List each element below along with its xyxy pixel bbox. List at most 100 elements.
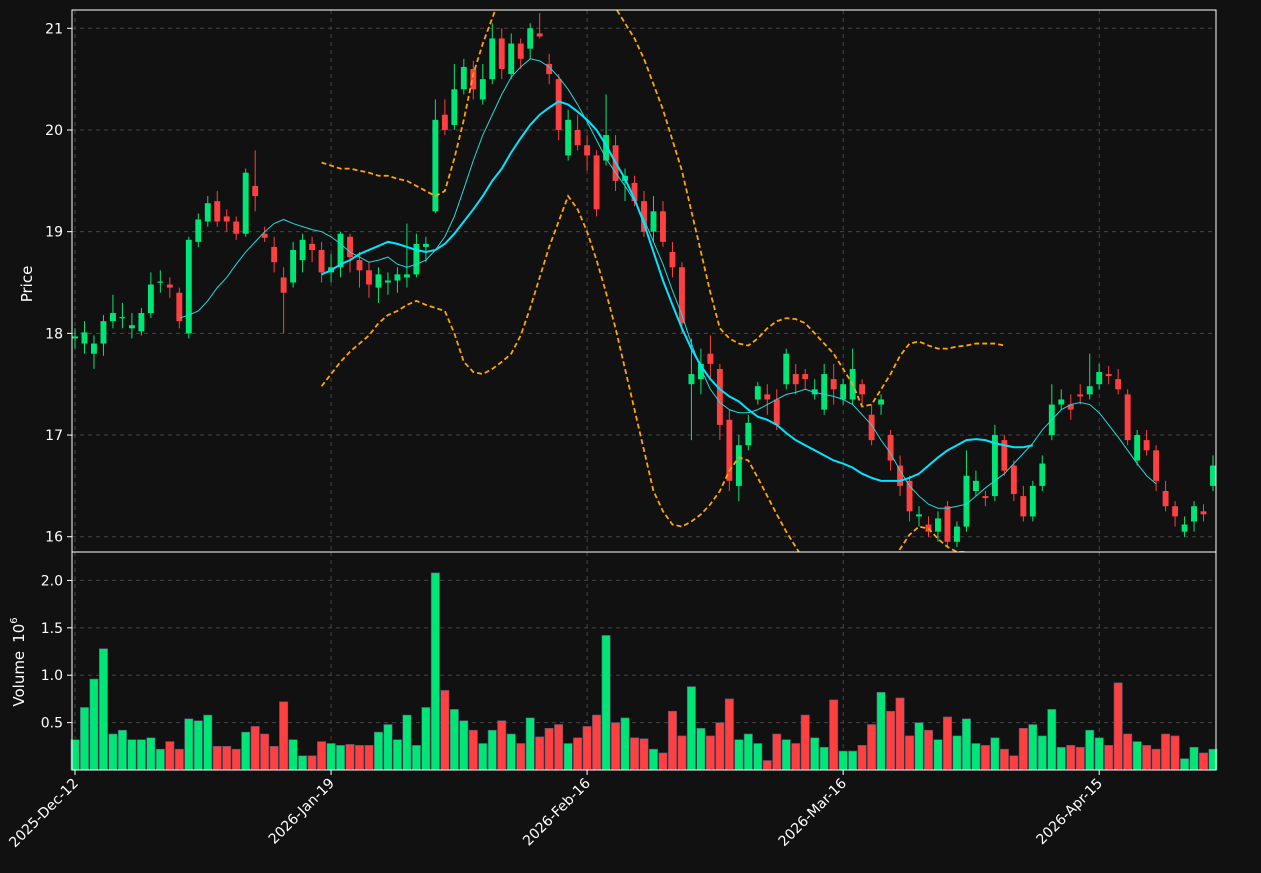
- candle-body: [1124, 394, 1131, 441]
- candle-body: [1153, 450, 1160, 481]
- volume-bar: [1189, 746, 1199, 771]
- candle: [802, 368, 809, 390]
- candle-body: [1181, 524, 1188, 532]
- candle-body: [242, 172, 249, 234]
- volume-bar: [601, 635, 611, 771]
- candle-body: [394, 274, 401, 281]
- candle: [271, 236, 278, 273]
- candle: [1029, 480, 1036, 522]
- candle-body: [214, 201, 221, 222]
- volume-bar: [174, 748, 184, 771]
- candle: [1200, 504, 1207, 522]
- volume-bar: [155, 748, 165, 771]
- volume-bar: [250, 726, 260, 771]
- volume-bar: [506, 733, 516, 771]
- candle: [1039, 455, 1046, 491]
- candle-body: [897, 465, 903, 486]
- volume-bar: [819, 746, 829, 771]
- volume-bar: [743, 733, 753, 771]
- candle: [555, 74, 562, 141]
- candle: [991, 424, 998, 502]
- volume-bar: [193, 720, 203, 771]
- candle-body: [906, 480, 913, 512]
- candle-body: [678, 267, 685, 324]
- candle-body: [1058, 399, 1065, 405]
- volume-bar: [269, 746, 279, 771]
- candle: [119, 302, 126, 329]
- volume-bar: [516, 743, 526, 771]
- candle: [460, 58, 467, 95]
- candle-body: [204, 203, 211, 222]
- volume-bar: [1018, 727, 1028, 771]
- volume-bar: [525, 717, 535, 771]
- volume-bar: [222, 746, 232, 771]
- volume-bar: [373, 731, 383, 771]
- candle: [1010, 460, 1017, 502]
- volume-bar: [582, 726, 592, 771]
- candle-body: [1210, 465, 1216, 486]
- candle-body: [109, 313, 116, 322]
- volume-bar: [402, 714, 412, 771]
- candle: [574, 114, 581, 151]
- candle-body: [119, 317, 126, 319]
- candle-body: [859, 384, 866, 395]
- volume-bar: [279, 701, 289, 771]
- volume-bar: [611, 722, 621, 771]
- volume-bar: [705, 735, 715, 771]
- candle: [309, 236, 316, 263]
- candle: [214, 191, 221, 227]
- volume-bar: [108, 733, 118, 771]
- candle: [707, 335, 714, 380]
- candle-body: [252, 185, 259, 197]
- volume-bar: [127, 739, 137, 771]
- candle: [517, 38, 524, 69]
- candle-body: [413, 243, 420, 275]
- candle: [375, 267, 382, 303]
- volume-bar: [1047, 709, 1057, 771]
- volume-bar: [734, 739, 744, 771]
- volume-bar: [487, 729, 497, 771]
- volume-bar: [459, 720, 469, 771]
- candle: [603, 94, 610, 166]
- candle-body: [166, 284, 173, 288]
- price-overlay-lines: [179, 10, 1157, 552]
- candle-body: [603, 135, 610, 161]
- candle: [840, 379, 847, 405]
- candle-body: [1020, 496, 1027, 517]
- volume-bar: [554, 724, 564, 771]
- price-tick-label: 20: [45, 123, 63, 139]
- candle: [584, 135, 591, 171]
- candle-body: [840, 384, 847, 400]
- volume-bar: [364, 745, 374, 771]
- volume-bar: [1142, 745, 1152, 771]
- candle-body: [185, 239, 192, 334]
- volume-bar: [80, 707, 89, 771]
- candle-body: [754, 386, 761, 400]
- candle: [773, 389, 780, 430]
- volume-bar: [810, 737, 820, 771]
- candle: [242, 168, 249, 237]
- volume-bar: [639, 738, 649, 771]
- volume-bar: [1009, 755, 1019, 771]
- candle-body: [669, 252, 676, 268]
- volume-bar: [895, 697, 905, 771]
- volume-bar: [848, 750, 858, 771]
- volume-bar: [298, 755, 308, 771]
- volume-bar: [468, 729, 478, 771]
- candle-body: [792, 374, 799, 385]
- candle: [1134, 429, 1141, 466]
- candle: [916, 506, 922, 527]
- volume-y-ticks: 0.5 1.0 1.5 2.0: [41, 573, 72, 732]
- candle: [821, 363, 828, 415]
- ma-short-line: [179, 58, 1157, 509]
- volume-bar: [478, 743, 488, 771]
- volume-bar: [1085, 729, 1095, 771]
- candle: [764, 384, 771, 415]
- candle-body: [935, 518, 941, 532]
- candle-body: [963, 475, 970, 527]
- candle-body: [631, 182, 638, 202]
- candle: [982, 490, 989, 507]
- volume-bar: [184, 718, 194, 771]
- candle: [963, 450, 970, 532]
- volume-bar: [146, 737, 156, 771]
